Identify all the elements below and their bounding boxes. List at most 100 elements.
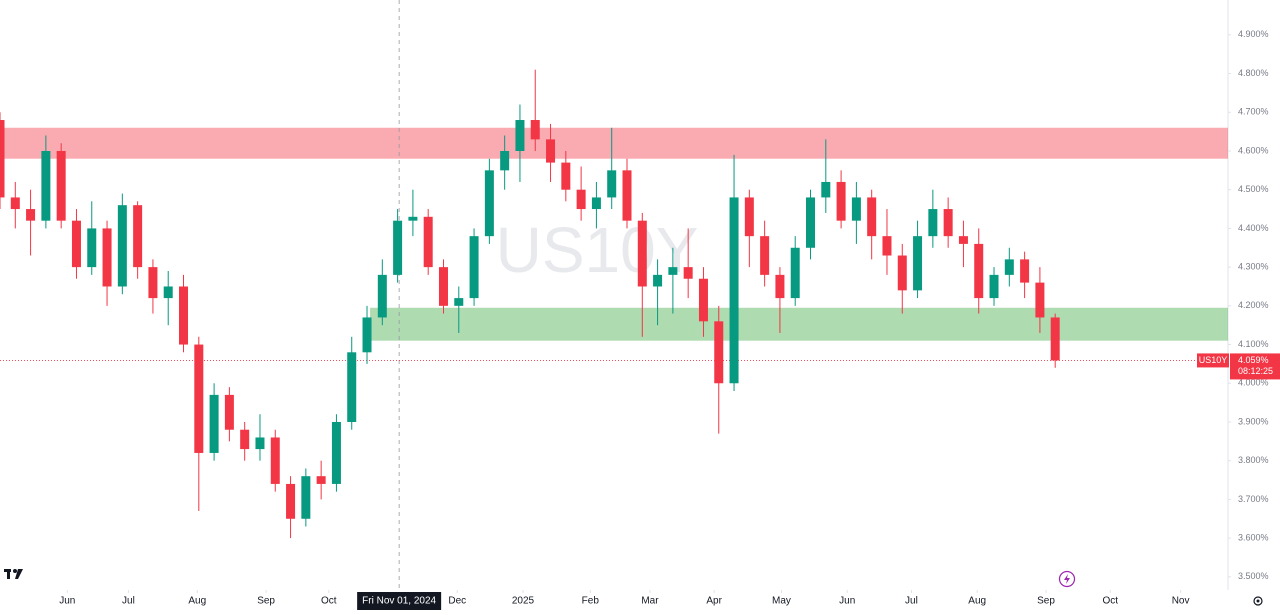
candle-body (179, 286, 189, 345)
candle-body (607, 170, 617, 198)
zone (370, 307, 1229, 341)
y-tick-label: 4.300% (1238, 262, 1269, 272)
candle-body (821, 181, 831, 198)
y-tick-label: 3.700% (1238, 494, 1269, 504)
candle-body (240, 429, 250, 450)
candle-body (943, 209, 953, 237)
x-tick-label: Feb (582, 596, 600, 607)
candle-body (1050, 317, 1060, 361)
crosshair-label: Fri Nov 01, 2024 (362, 596, 436, 607)
y-tick-label: 4.900% (1238, 29, 1269, 39)
candle-body (760, 236, 770, 275)
y-tick-label: 4.000% (1238, 378, 1269, 388)
symbol-label: US10Y (1199, 355, 1228, 365)
x-tick-label: Sep (257, 596, 275, 607)
candle-body (790, 247, 800, 299)
settings-icon[interactable] (1253, 596, 1263, 606)
candle-body (775, 274, 785, 299)
x-tick-label: Dec (448, 596, 466, 607)
candle-body (867, 197, 877, 237)
y-tick-label: 3.900% (1238, 416, 1269, 426)
watermark: US10Y (496, 214, 699, 286)
candle-body (362, 317, 372, 353)
candle-body (653, 274, 663, 287)
x-tick-label: 2025 (512, 596, 535, 607)
x-tick-label: Sep (1037, 596, 1055, 607)
candle-body (71, 220, 81, 268)
candle-body (1020, 259, 1030, 283)
candle-body (637, 220, 647, 287)
candle-body (163, 286, 173, 299)
candle-body (0, 120, 5, 198)
candle-body (41, 150, 51, 221)
candle-body (1004, 259, 1014, 275)
candle-body (714, 321, 724, 384)
candle-body (408, 216, 418, 221)
x-tick-label: Jun (839, 596, 855, 607)
x-tick-label: Oct (321, 596, 337, 607)
candle-body (744, 197, 754, 237)
x-tick-label: Aug (968, 596, 986, 607)
candle-body (561, 162, 571, 190)
candle-body (836, 181, 846, 221)
x-tick-label: Jul (122, 596, 135, 607)
candle-body (698, 278, 708, 322)
y-tick-label: 3.500% (1238, 571, 1269, 581)
price-label: 4.059% (1238, 355, 1269, 365)
candle-body (851, 197, 861, 221)
candle-body (591, 197, 601, 210)
symbol-box (1197, 353, 1229, 368)
candle-body (148, 267, 158, 299)
candle-body (897, 255, 907, 291)
candle-body (255, 437, 265, 450)
candle-body (133, 205, 143, 268)
candle-body (806, 197, 816, 248)
x-tick-label: Oct (1102, 596, 1118, 607)
lightning-icon[interactable] (1058, 570, 1076, 588)
candle-body (117, 205, 127, 287)
candle-body (301, 476, 311, 519)
candle-body (500, 150, 510, 171)
y-tick-label: 4.100% (1238, 339, 1269, 349)
candle-body (56, 150, 66, 221)
x-tick-label: Apr (706, 596, 722, 607)
candle-body (10, 197, 20, 210)
x-tick-label: Jun (59, 596, 75, 607)
tradingview-logo (4, 569, 23, 579)
x-tick-label: Jul (905, 596, 918, 607)
candle-body (576, 189, 586, 210)
y-tick-label: 4.600% (1238, 145, 1269, 155)
candle-body (438, 267, 448, 306)
candle-body (1035, 282, 1045, 318)
countdown-label: 08:12:25 (1238, 366, 1273, 376)
y-tick-label: 4.500% (1238, 184, 1269, 194)
candle-body (974, 243, 984, 299)
candle-body (286, 483, 296, 519)
candle-body (989, 274, 999, 299)
candle-body (26, 209, 36, 221)
zone (0, 127, 1228, 159)
candle-body (928, 209, 938, 237)
y-tick-label: 4.800% (1238, 68, 1269, 78)
candle-body (331, 421, 341, 484)
candle-body (347, 352, 357, 422)
y-tick-label: 4.200% (1238, 300, 1269, 310)
candle-body (209, 394, 219, 453)
candle-body (102, 228, 112, 287)
x-tick-label: May (772, 596, 791, 607)
candle-body (270, 437, 280, 484)
candle-body (87, 228, 97, 268)
x-tick-label: Aug (188, 596, 206, 607)
price-box (1230, 353, 1280, 380)
candle-body (729, 197, 739, 384)
candle-body (454, 298, 464, 306)
y-tick-label: 3.600% (1238, 532, 1269, 542)
crosshair-label-box (357, 592, 442, 610)
y-tick-label: 3.800% (1238, 455, 1269, 465)
y-tick-label: 4.700% (1238, 107, 1269, 117)
x-tick-label: Mar (641, 596, 659, 607)
candle-body (958, 236, 968, 244)
candle-body (194, 344, 204, 453)
